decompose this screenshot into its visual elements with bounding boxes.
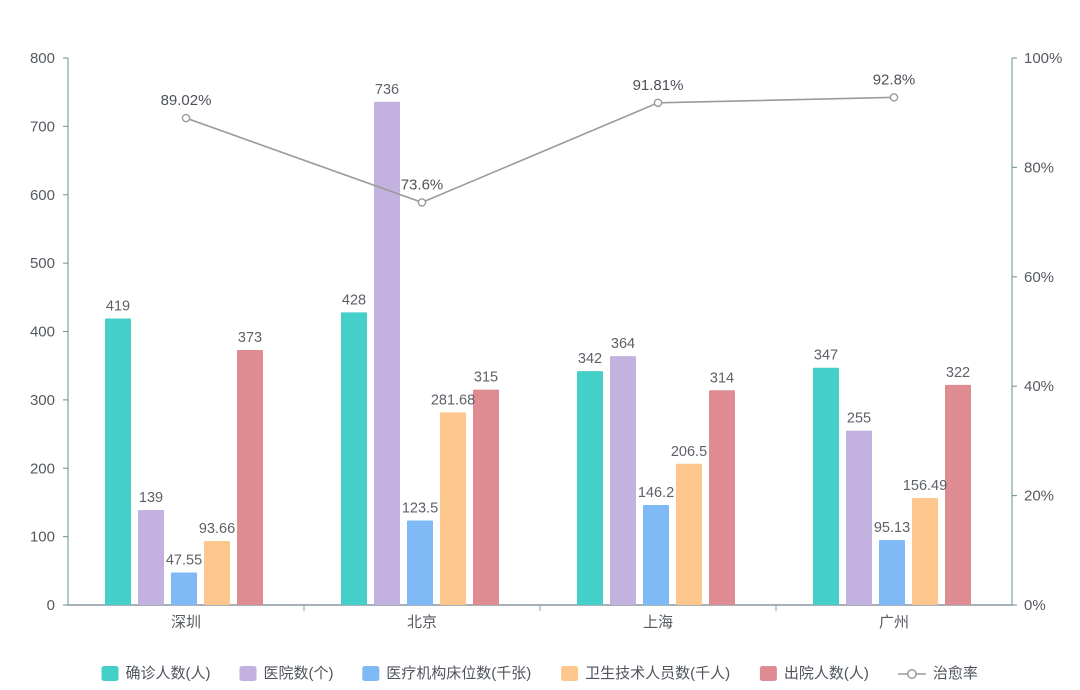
legend-item-label: 出院人数(人) [784,664,869,682]
y-axis-left-tick-label: 800 [30,50,55,67]
bar[interactable] [945,384,971,605]
cure-rate-value-label: 91.81% [633,77,684,94]
bar[interactable] [440,412,466,605]
bar[interactable] [676,463,702,605]
bar-value-label: 156.49 [903,478,947,494]
legend-item[interactable]: 治愈率 [897,665,978,682]
bar[interactable] [204,540,230,605]
bar[interactable] [912,497,938,605]
cure-rate-point-marker[interactable] [417,198,427,207]
bar-value-label: 123.5 [402,501,438,517]
y-axis-right-tick-label: 0% [1024,597,1046,614]
cure-rate-line [185,96,895,204]
x-axis-category-label: 上海 [643,614,673,631]
y-axis-right: 0% 20% 40% 60% 80% 100% [1011,50,1062,614]
legend-swatch-icon [759,666,777,681]
legend-swatch-icon [239,666,257,681]
cure-rate-value-label: 92.8% [873,71,916,88]
legend-item[interactable]: 确诊人数(人) [101,665,211,682]
bar-value-label: 428 [342,292,366,308]
x-axis-category-labels: 深圳 北京 上海 广州 [171,605,909,631]
y-axis-left-tick-label: 500 [30,255,55,272]
y-axis-right-tick-label: 40% [1024,378,1054,395]
y-axis-left-tick-label: 300 [30,392,55,409]
bar[interactable] [610,356,636,605]
legend-item[interactable]: 卫生技术人员数(千人) [561,665,730,682]
cure-rate-point-marker[interactable] [889,93,899,102]
legend-item[interactable]: 医疗机构床位数(千张) [362,665,531,682]
bar-value-label: 373 [238,330,262,346]
bar[interactable] [341,312,367,605]
legend-item-label: 治愈率 [933,665,978,682]
bar[interactable] [374,101,400,605]
bar-value-label: 342 [578,351,602,367]
bar[interactable] [138,509,164,605]
y-axis-left-tick-label: 0 [47,597,55,614]
bar-value-label: 281.68 [431,392,475,408]
x-axis-category-label: 深圳 [171,614,201,631]
bar[interactable] [813,367,839,605]
bar-value-label: 347 [814,348,838,364]
bar[interactable] [846,430,872,605]
bar-value-label: 736 [375,82,399,98]
bar[interactable] [171,572,197,605]
legend-item[interactable]: 出院人数(人) [759,664,869,682]
legend-item-label: 医疗机构床位数(千张) [386,665,531,682]
legend-swatch-icon [101,666,119,681]
y-axis-right-tick-label: 80% [1024,159,1054,176]
bar-value-label: 419 [106,299,130,315]
bar-value-label: 364 [611,336,635,352]
bar-series-group [105,101,971,605]
bar-value-label: 95.13 [874,520,910,536]
cure-rate-line-series [181,93,899,207]
bar[interactable] [577,371,603,605]
bar[interactable] [105,318,131,605]
y-axis-right-tick-label: 20% [1024,488,1054,505]
y-axis-left-tick-label: 700 [30,118,55,135]
bar[interactable] [709,390,735,605]
legend-swatch-icon [362,666,380,681]
x-axis-category-label: 广州 [879,614,909,631]
y-axis-left-tick-label: 400 [30,324,55,341]
x-axis-category-label: 北京 [407,614,437,631]
bar[interactable] [643,505,669,605]
bar-value-labels-group: 419 139 47.55 93.66 373 428 736 123.5 281.68 315 3… [106,82,970,569]
cure-rate-value-label: 89.02% [161,92,212,109]
line-value-labels-group: 89.02% 73.6% 91.81% 92.8% [161,71,916,193]
bar-value-label: 322 [946,365,970,381]
y-axis-left-tick-label: 600 [30,187,55,204]
y-axis-left: 0 100 200 300 400 500 600 700 800 [30,50,69,614]
y-axis-left-tick-label: 100 [30,529,55,546]
legend-item[interactable]: 医院数(个) [239,664,334,682]
y-axis-right-tick-label: 100% [1024,50,1062,67]
bar[interactable] [473,389,499,605]
cure-rate-point-marker[interactable] [653,98,663,108]
bar-value-label: 206.5 [671,444,707,460]
legend-item-label: 确诊人数(人) [126,665,211,682]
bar-value-label: 314 [710,370,734,386]
cure-rate-value-label: 73.6% [401,176,444,193]
bar[interactable] [879,539,905,605]
y-axis-right-tick-label: 60% [1024,269,1054,286]
bar-value-label: 255 [847,411,871,427]
chart-legend: 确诊人数(人) 医院数(个) 医疗机构床位数(千张) 卫生技术人员数(千人) 出院人数(… [101,664,978,682]
bar-value-label: 315 [474,370,498,386]
bar-value-label: 146.2 [638,485,674,501]
bar-value-label: 47.55 [166,552,202,568]
legend-circle-marker-icon [906,669,917,679]
legend-item-label: 卫生技术人员数(千人) [585,665,730,682]
bar-value-label: 93.66 [199,521,235,537]
y-axis-left-tick-label: 200 [30,460,55,477]
bar[interactable] [237,349,263,605]
bar[interactable] [407,520,433,605]
bar-value-label: 139 [139,490,163,506]
legend-swatch-icon [561,666,579,681]
cure-rate-point-marker[interactable] [181,113,191,123]
legend-item-label: 医院数(个) [264,664,334,682]
